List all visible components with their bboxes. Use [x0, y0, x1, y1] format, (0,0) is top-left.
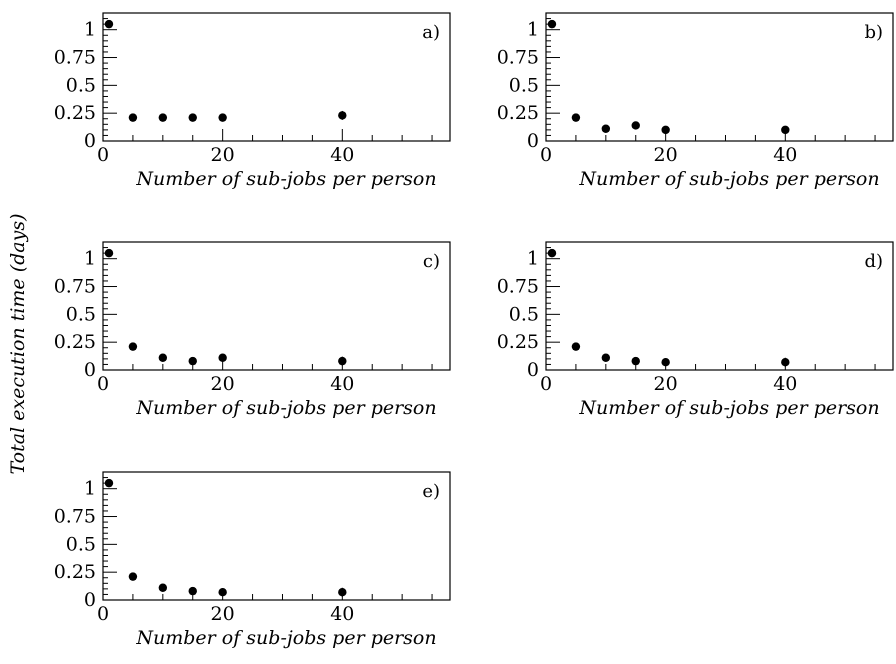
- x-axis-title: Number of sub-jobs per person: [135, 627, 436, 649]
- y-tick-label: 0.25: [497, 331, 539, 353]
- plot-frame: [102, 12, 451, 142]
- y-tick-label: 1: [84, 248, 96, 270]
- y-tick-label: 0.25: [54, 102, 96, 124]
- data-point: [631, 121, 640, 130]
- y-tick-label: 0.5: [509, 303, 539, 325]
- y-tick-label: 0.75: [497, 276, 539, 298]
- data-point: [338, 111, 347, 120]
- data-point: [104, 19, 114, 29]
- y-tick-label: 0.5: [66, 74, 96, 96]
- data-point: [104, 248, 114, 258]
- data-point: [547, 19, 557, 29]
- x-tick-label: 20: [654, 144, 678, 166]
- data-point: [338, 356, 347, 366]
- data-point: [128, 113, 138, 122]
- panel-label: c): [423, 251, 440, 272]
- x-tick-label: 40: [773, 373, 797, 395]
- data-point: [158, 353, 168, 362]
- x-tick-label: 40: [330, 603, 354, 625]
- x-tick-label: 0: [97, 144, 109, 166]
- data-point: [218, 113, 227, 122]
- data-point: [218, 588, 227, 597]
- y-tick-label: 0: [84, 359, 96, 381]
- x-tick-label: 20: [654, 373, 678, 395]
- x-tick-label: 40: [330, 373, 354, 395]
- plot-frame: [545, 12, 894, 142]
- panel-label: d): [864, 251, 883, 272]
- y-tick-label: 1: [84, 478, 96, 500]
- data-point: [188, 356, 197, 366]
- y-tick-label: 0.5: [66, 303, 96, 325]
- y-tick-label: 0.5: [509, 74, 539, 96]
- data-point: [601, 124, 611, 133]
- y-tick-label: 0.5: [66, 533, 96, 555]
- y-tick-label: 0: [84, 589, 96, 611]
- x-tick-label: 0: [97, 373, 109, 395]
- data-point: [128, 342, 138, 351]
- data-point: [218, 353, 227, 362]
- x-axis-title: Number of sub-jobs per person: [135, 397, 436, 419]
- data-point: [104, 478, 114, 488]
- y-tick-label: 1: [527, 248, 539, 270]
- x-axis-title: Number of sub-jobs per person: [578, 397, 879, 419]
- data-point: [128, 572, 138, 581]
- y-tick-label: 0: [527, 130, 539, 152]
- x-tick-label: 0: [540, 373, 552, 395]
- x-axis-title: Number of sub-jobs per person: [578, 168, 879, 190]
- data-point: [631, 356, 640, 366]
- data-point: [661, 358, 670, 367]
- data-point: [188, 586, 197, 596]
- x-tick-label: 20: [211, 373, 235, 395]
- y-tick-label: 0: [527, 359, 539, 381]
- y-tick-label: 0.25: [54, 331, 96, 353]
- y-tick-label: 0: [84, 130, 96, 152]
- panel-label: e): [422, 481, 440, 502]
- y-tick-label: 0.25: [497, 102, 539, 124]
- x-tick-label: 0: [540, 144, 552, 166]
- y-tick-label: 0.75: [54, 47, 96, 69]
- y-tick-label: 0.75: [54, 506, 96, 528]
- data-point: [781, 125, 790, 135]
- data-point: [571, 113, 581, 122]
- y-tick-label: 0.25: [54, 561, 96, 583]
- y-tick-label: 1: [527, 19, 539, 41]
- data-point: [158, 583, 168, 592]
- y-tick-label: 1: [84, 19, 96, 41]
- x-tick-label: 0: [97, 603, 109, 625]
- data-point: [188, 113, 197, 122]
- data-point: [661, 125, 670, 135]
- x-tick-label: 40: [330, 144, 354, 166]
- plot-frame: [102, 241, 451, 371]
- x-tick-label: 40: [773, 144, 797, 166]
- plot-frame: [545, 241, 894, 371]
- x-axis-title: Number of sub-jobs per person: [135, 168, 436, 190]
- plot-frame: [102, 471, 451, 601]
- panel-label: a): [422, 22, 440, 43]
- data-point: [547, 248, 557, 258]
- x-tick-label: 20: [211, 603, 235, 625]
- data-point: [158, 113, 168, 122]
- y-tick-label: 0.75: [497, 47, 539, 69]
- y-tick-label: 0.75: [54, 276, 96, 298]
- panel-label: b): [864, 22, 883, 43]
- x-tick-label: 20: [211, 144, 235, 166]
- y-axis-title: Total execution time (days): [7, 213, 29, 474]
- data-point: [338, 588, 347, 597]
- data-point: [781, 358, 790, 367]
- data-point: [571, 342, 581, 351]
- data-point: [601, 353, 611, 362]
